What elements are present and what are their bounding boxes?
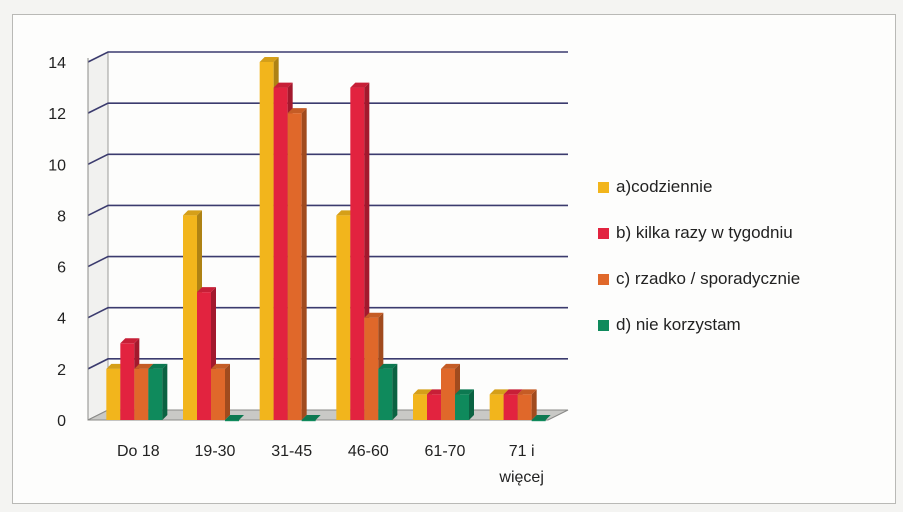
bar-top: [134, 363, 154, 369]
bar-top: [455, 389, 474, 395]
bar-top: [148, 363, 168, 369]
bar-top: [517, 389, 537, 395]
bar-side: [225, 363, 230, 420]
bar-top: [413, 389, 432, 395]
bar: [413, 394, 427, 420]
bar-side: [162, 363, 168, 420]
x-tick-label: 71 i: [509, 443, 535, 460]
bar-top: [197, 287, 216, 293]
bar: [287, 113, 302, 421]
legend-swatch: [598, 227, 609, 239]
x-tick-label: 61-70: [425, 443, 466, 460]
bar-top: [183, 210, 202, 216]
bar-top: [489, 389, 509, 395]
side-wall: [87, 51, 109, 421]
gridline: [87, 102, 568, 114]
chart-frame: [12, 14, 896, 504]
gridline: [87, 358, 568, 370]
legend-item: a)codziennie: [598, 177, 800, 196]
legend-label: c) rzadko / sporadycznie: [616, 269, 801, 288]
bar-top: [225, 415, 244, 420]
legend-item: d) nie korzystam: [598, 315, 800, 334]
bar: [301, 420, 316, 422]
bar-top: [287, 108, 307, 114]
gridline: [87, 153, 568, 166]
bar-side: [392, 363, 398, 420]
legend-swatch: [598, 319, 609, 331]
bar-top: [441, 363, 460, 369]
bar: [225, 420, 239, 422]
legend-label: d) nie korzystam: [616, 315, 741, 334]
bar: [259, 62, 274, 420]
bar-side: [531, 389, 537, 420]
gridline: [87, 255, 568, 268]
gridline: [87, 306, 568, 319]
bar: [517, 394, 532, 420]
x-tick-label: 46-60: [348, 443, 389, 460]
bar-top: [259, 57, 279, 62]
bar: [455, 394, 469, 420]
bar: [273, 87, 288, 421]
y-tick-label: 0: [57, 413, 66, 430]
x-tick-label: Do 18: [117, 443, 160, 460]
bar-top: [364, 312, 384, 318]
bar: [197, 292, 211, 420]
legend-item: b) kilka razy w tygodniu: [598, 223, 800, 242]
bar-top: [503, 389, 523, 395]
bar: [134, 368, 149, 420]
bar: [503, 394, 518, 420]
x-tick-label: więcej: [498, 469, 543, 486]
bar: [148, 368, 163, 420]
bar-top: [120, 338, 140, 344]
legend-label: a)codziennie: [616, 177, 713, 196]
legend-swatch: [598, 273, 609, 285]
y-tick-label: 6: [57, 260, 66, 277]
bar: [120, 343, 135, 420]
bar: [350, 87, 365, 421]
x-tick-label: 31-45: [271, 443, 312, 460]
bar-side: [301, 108, 307, 421]
gridline: [87, 204, 568, 217]
bar: [106, 368, 121, 420]
y-tick-label: 10: [48, 157, 66, 174]
legend: a)codziennie b) kilka razy w tygodniu c) r…: [598, 177, 801, 362]
x-tick-label: 19-30: [195, 443, 236, 460]
bar-top: [273, 82, 293, 88]
legend-label: b) kilka razy w tygodniu: [616, 223, 793, 242]
bar: [441, 368, 455, 420]
bar: [378, 368, 393, 420]
bar-top: [531, 415, 551, 420]
bar: [427, 394, 441, 420]
legend-swatch: [598, 181, 609, 193]
bar-top: [378, 363, 398, 369]
bar-top: [211, 363, 230, 369]
bar-top: [350, 82, 370, 88]
bar-top: [301, 415, 321, 420]
y-tick-label: 12: [48, 106, 66, 123]
bar: [364, 317, 379, 420]
bar-side: [469, 389, 474, 420]
bar: [211, 368, 225, 420]
legend-item: c) rzadko / sporadycznie: [598, 269, 801, 288]
y-tick-label: 4: [57, 311, 66, 328]
gridline: [87, 51, 568, 63]
bar: [183, 215, 197, 420]
y-tick-label: 8: [57, 208, 66, 225]
bar: [489, 394, 504, 420]
bar: [531, 420, 546, 422]
y-tick-label: 2: [57, 362, 66, 379]
y-tick-label: 14: [48, 55, 66, 72]
bar: [336, 215, 351, 420]
